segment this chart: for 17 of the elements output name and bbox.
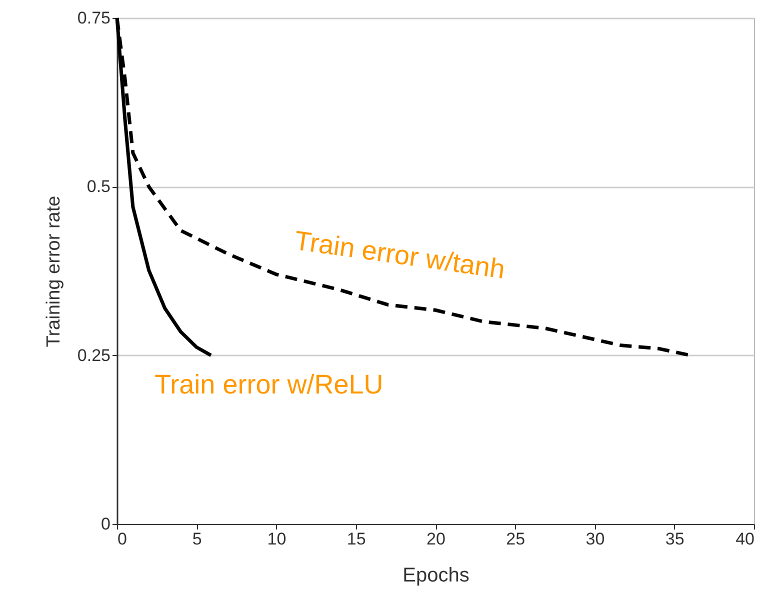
x-tick-label: 15 bbox=[346, 530, 366, 548]
x-tick-label: 5 bbox=[192, 530, 202, 548]
y-tick-label: 0.5 bbox=[86, 177, 110, 196]
x-axis-title: Epochs bbox=[402, 564, 470, 586]
x-tick-label: 20 bbox=[426, 530, 446, 548]
x-tick-label: 0 bbox=[118, 530, 127, 548]
x-tick-label: 30 bbox=[586, 530, 605, 548]
x-tick-label: 10 bbox=[267, 530, 286, 548]
x-tick-label: 25 bbox=[506, 530, 526, 548]
text: Train error w/tanh bbox=[292, 225, 507, 285]
y-tick-label: 0 bbox=[101, 514, 110, 534]
y-tick-label: 0.25 bbox=[77, 346, 110, 365]
y-axis-title: Training error rate bbox=[43, 196, 64, 348]
y-tick-label: 0.75 bbox=[77, 8, 110, 28]
series-label: Train error w/ReLU bbox=[154, 369, 384, 400]
x-tick-label: 40 bbox=[736, 530, 754, 548]
x-tick-label: 35 bbox=[665, 530, 684, 548]
